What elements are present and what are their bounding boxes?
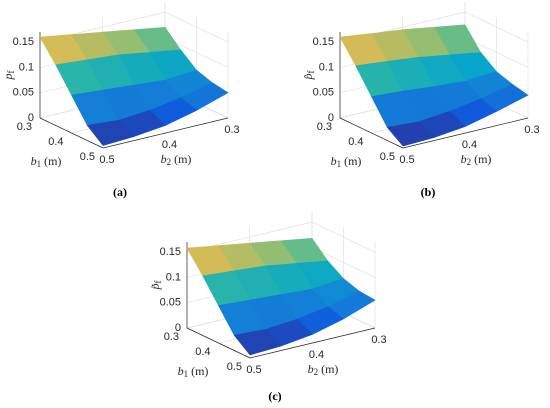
y-axis-label-unit: (m) [474, 152, 491, 166]
y-tick-label: 0.3 [371, 334, 386, 346]
x-axis-label-unit: (m) [344, 154, 361, 168]
y-axis [402, 117, 529, 149]
x-axis-label-base: b [178, 364, 184, 378]
x-tick-label: 0.3 [164, 331, 179, 343]
z-axis-label-base: p̃ [148, 284, 162, 291]
z-axis-label-sub: f [6, 71, 16, 74]
z-tick-label: 0.05 [13, 87, 34, 99]
surface-patch [86, 120, 135, 146]
y-axis [102, 117, 229, 149]
panel-caption: (b) [421, 185, 436, 199]
z-tick-label: 0.05 [160, 297, 181, 309]
z-axis-label: p̂f [301, 71, 316, 81]
z-tick-label: 0 [328, 112, 334, 124]
z-axis-label: p̃f [148, 281, 163, 291]
y-axis-label-base: b [308, 362, 314, 376]
x-axis [339, 117, 404, 149]
x-tick-label: 0.3 [17, 121, 32, 133]
x-axis-label-sub: 1 [337, 159, 342, 169]
y-tick-label: 0.5 [99, 154, 114, 166]
x-axis-label-base: b [331, 154, 337, 168]
x-tick-label: 0.5 [80, 151, 95, 163]
z-tick-label: 0.1 [166, 271, 181, 283]
x-axis-label-unit: (m) [44, 154, 61, 168]
x-axis [186, 327, 251, 359]
x-tick-label: 0.4 [48, 136, 63, 148]
x-axis-label-base: b [31, 154, 37, 168]
z-axis-label-base: p [1, 74, 15, 81]
x-axis-label: b1 (m) [31, 154, 62, 169]
y-tick-label: 0.4 [462, 139, 477, 151]
y-axis-label: b2 (m) [308, 362, 339, 377]
y-tick-label: 0.3 [524, 124, 539, 136]
y-axis-label-sub: 2 [167, 157, 172, 167]
x-axis [39, 117, 104, 149]
surface-patch [386, 121, 435, 147]
z-tick-label: 0 [175, 322, 181, 334]
y-axis [249, 327, 376, 359]
z-axis-label-sub: f [153, 281, 163, 284]
y-axis-label: b2 (m) [461, 152, 492, 167]
z-tick-label: 0.15 [313, 36, 334, 48]
x-axis-label-sub: 1 [37, 159, 42, 169]
y-axis-label-sub: 2 [314, 367, 319, 377]
x-tick-label: 0.5 [380, 151, 395, 163]
x-axis-label-sub: 1 [184, 369, 189, 379]
x-tick-label: 0.4 [348, 136, 363, 148]
x-tick-label: 0.3 [317, 121, 332, 133]
y-axis-label-base: b [461, 152, 467, 166]
x-tick-label: 0.4 [195, 346, 210, 358]
z-tick-label: 0.15 [13, 36, 34, 48]
y-tick-label: 0.3 [224, 124, 239, 136]
y-tick-label: 0.5 [399, 154, 414, 166]
y-axis-label-base: b [161, 152, 167, 166]
x-axis-label-unit: (m) [191, 364, 208, 378]
y-tick-label: 0.5 [246, 364, 261, 376]
surface-patch [233, 329, 282, 356]
z-tick-label: 0 [28, 112, 34, 124]
y-tick-label: 0.4 [162, 139, 177, 151]
y-axis-label-unit: (m) [174, 152, 191, 166]
x-axis-label: b1 (m) [178, 364, 209, 379]
z-tick-label: 0.1 [319, 61, 334, 73]
x-axis-label: b1 (m) [331, 154, 362, 169]
z-axis-label-sub: f [306, 71, 316, 74]
z-axis-label-base: p̂ [301, 74, 315, 81]
y-axis-label-sub: 2 [467, 157, 472, 167]
y-axis-label-unit: (m) [321, 362, 338, 376]
y-tick-label: 0.4 [309, 349, 324, 361]
z-axis-label: pf [1, 71, 16, 81]
x-tick-label: 0.5 [227, 361, 242, 373]
y-axis-label: b2 (m) [161, 152, 192, 167]
z-tick-label: 0.05 [313, 87, 334, 99]
panel-caption: (c) [268, 389, 281, 403]
z-tick-label: 0.1 [19, 61, 34, 73]
z-tick-label: 0.15 [160, 246, 181, 258]
panel-caption: (a) [113, 185, 127, 199]
